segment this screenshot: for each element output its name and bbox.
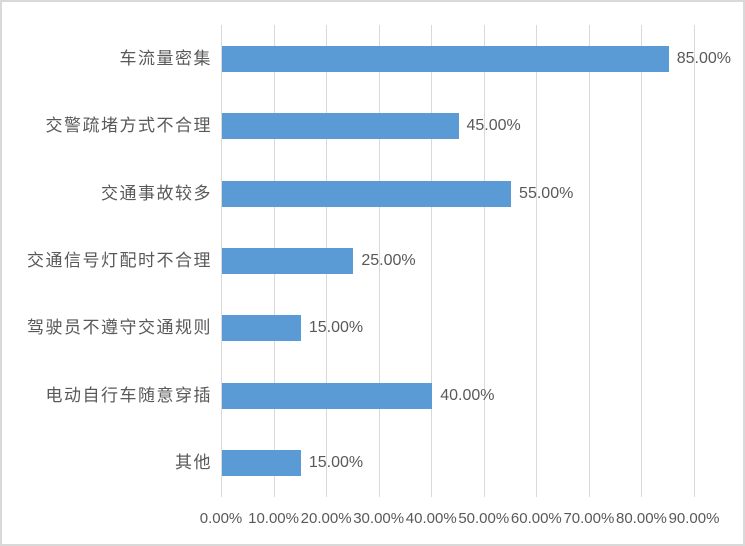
- plot-area: 85.00% 45.00% 55.00% 25.00% 15.00% 40.00% 15.0…: [221, 25, 731, 497]
- bar-2: [222, 113, 459, 140]
- data-label: 55.00%: [519, 184, 574, 202]
- bar-6: [222, 382, 433, 409]
- x-tick-label: 0.00%: [199, 510, 243, 527]
- gridline: [378, 25, 380, 497]
- x-tick-label: 50.00%: [458, 510, 510, 527]
- data-label: 45.00%: [466, 117, 521, 135]
- x-tick-label: 90.00%: [668, 510, 720, 527]
- gridline: [483, 25, 485, 497]
- x-tick-label: 10.00%: [248, 510, 299, 527]
- gridline: [536, 25, 538, 497]
- bar-4: [222, 248, 354, 274]
- x-tick-label: 80.00%: [616, 510, 667, 527]
- gridline: [641, 25, 643, 497]
- data-label: 40.00%: [440, 386, 495, 404]
- category-label: 驾驶员不遵守交通规则: [27, 318, 212, 338]
- category-label: 车流量密集: [119, 48, 212, 68]
- x-tick-label: 60.00%: [510, 510, 562, 527]
- bar-3: [222, 180, 512, 207]
- category-label: 电动自行车随意穿插: [45, 385, 212, 405]
- gridline: [221, 25, 222, 497]
- bar-1: [222, 45, 669, 72]
- category-label: 交通信号灯配时不合理: [27, 251, 212, 270]
- bar-5: [222, 315, 301, 342]
- data-label: 15.00%: [308, 454, 364, 472]
- category-label: 交警疏堵方式不合理: [45, 116, 212, 136]
- gridline: [694, 25, 695, 497]
- gridline: [431, 25, 433, 497]
- data-label: 25.00%: [361, 252, 416, 269]
- x-tick-label: 20.00%: [300, 510, 352, 527]
- data-label: 85.00%: [676, 49, 731, 67]
- category-label: 其他: [175, 453, 212, 473]
- x-tick-label: 30.00%: [353, 510, 405, 527]
- gridline: [588, 25, 590, 497]
- x-tick-label: 40.00%: [405, 510, 457, 527]
- data-label: 15.00%: [308, 319, 364, 337]
- bar-7: [222, 450, 301, 477]
- category-label: 交通事故较多: [101, 183, 212, 203]
- x-tick-label: 70.00%: [563, 510, 615, 527]
